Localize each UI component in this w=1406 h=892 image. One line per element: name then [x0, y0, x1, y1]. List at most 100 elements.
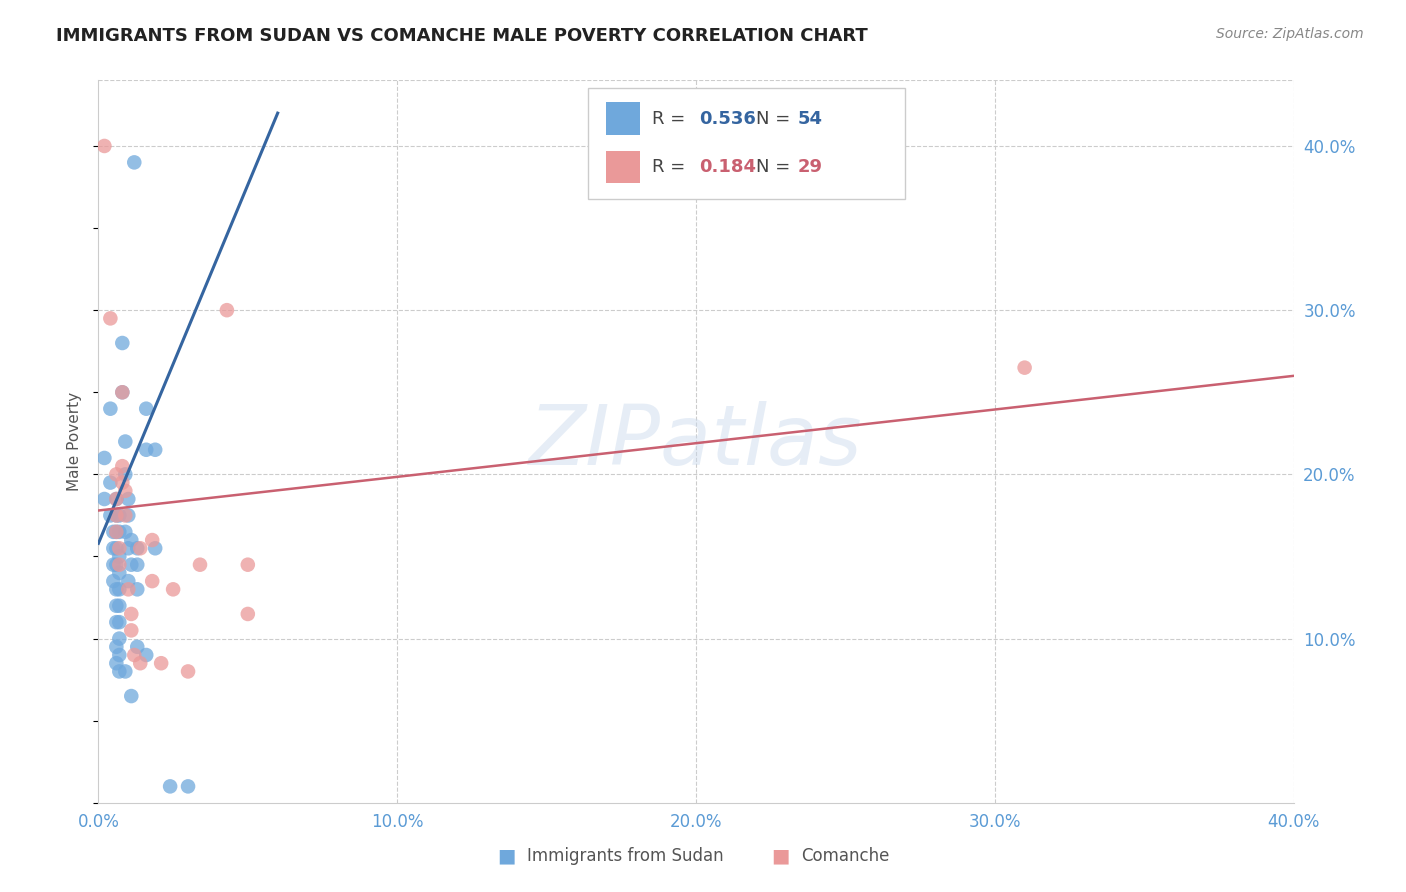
Point: [108, 582, 131, 597]
Point: [108, 566, 131, 580]
Point: [108, 599, 131, 613]
Point: [135, 401, 157, 416]
Point: [114, 483, 136, 498]
Point: [236, 607, 259, 621]
Point: [105, 599, 128, 613]
Point: [108, 541, 131, 556]
Point: [159, 780, 181, 794]
Point: [93, 491, 115, 506]
Text: Immigrants from Sudan: Immigrants from Sudan: [527, 847, 724, 865]
Point: [105, 508, 128, 523]
Point: [108, 665, 131, 679]
Point: [135, 648, 157, 662]
Point: [105, 491, 128, 506]
Point: [117, 508, 139, 523]
FancyBboxPatch shape: [606, 151, 640, 183]
Text: 0.536: 0.536: [700, 110, 756, 128]
Text: N =: N =: [756, 110, 796, 128]
Point: [120, 533, 142, 547]
Point: [105, 467, 128, 482]
Point: [129, 657, 152, 671]
Point: [124, 648, 146, 662]
Point: [117, 582, 139, 597]
Point: [127, 582, 149, 597]
FancyBboxPatch shape: [606, 103, 640, 135]
Point: [111, 385, 134, 400]
FancyBboxPatch shape: [589, 87, 905, 200]
Y-axis label: Male Poverty: Male Poverty: [67, 392, 83, 491]
Text: ■: ■: [770, 847, 790, 866]
Text: 54: 54: [797, 110, 823, 128]
Point: [114, 434, 136, 449]
Text: ZIPatlas: ZIPatlas: [529, 401, 863, 482]
Point: [103, 524, 125, 539]
Point: [120, 558, 142, 572]
Point: [93, 139, 115, 153]
Text: R =: R =: [652, 110, 690, 128]
Point: [117, 574, 139, 588]
Point: [105, 657, 128, 671]
Point: [108, 549, 131, 564]
Point: [114, 665, 136, 679]
Point: [98, 475, 122, 490]
Point: [108, 615, 131, 630]
Point: [124, 155, 146, 169]
Point: [98, 401, 122, 416]
Point: [108, 632, 131, 646]
Point: [135, 442, 157, 457]
Point: [105, 541, 128, 556]
Point: [93, 450, 115, 465]
Text: Source: ZipAtlas.com: Source: ZipAtlas.com: [1216, 27, 1364, 41]
Point: [129, 541, 152, 556]
Point: [215, 303, 238, 318]
Point: [111, 336, 134, 351]
Point: [111, 385, 134, 400]
Point: [105, 508, 128, 523]
Point: [143, 541, 166, 556]
Point: [103, 541, 125, 556]
Point: [117, 491, 139, 506]
Point: [120, 607, 142, 621]
Point: [105, 640, 128, 654]
Text: N =: N =: [756, 158, 796, 176]
Point: [141, 533, 163, 547]
Point: [103, 574, 125, 588]
Point: [103, 558, 125, 572]
Point: [120, 624, 142, 638]
Text: ■: ■: [496, 847, 516, 866]
Point: [117, 541, 139, 556]
Point: [1014, 360, 1036, 375]
Point: [127, 640, 149, 654]
Point: [98, 508, 122, 523]
Point: [114, 508, 136, 523]
Point: [108, 648, 131, 662]
Point: [108, 524, 131, 539]
Text: 29: 29: [797, 158, 823, 176]
Point: [98, 311, 122, 326]
Point: [127, 541, 149, 556]
Point: [188, 558, 211, 572]
Point: [105, 558, 128, 572]
Text: R =: R =: [652, 158, 690, 176]
Point: [111, 459, 134, 474]
Point: [143, 442, 166, 457]
Point: [150, 657, 173, 671]
Point: [105, 524, 128, 539]
Point: [111, 475, 134, 490]
Text: Comanche: Comanche: [801, 847, 890, 865]
Point: [105, 524, 128, 539]
Point: [120, 689, 142, 703]
Text: IMMIGRANTS FROM SUDAN VS COMANCHE MALE POVERTY CORRELATION CHART: IMMIGRANTS FROM SUDAN VS COMANCHE MALE P…: [56, 27, 868, 45]
Point: [177, 780, 200, 794]
Point: [105, 615, 128, 630]
Point: [236, 558, 259, 572]
Point: [114, 467, 136, 482]
Point: [177, 665, 200, 679]
Point: [114, 524, 136, 539]
Point: [141, 574, 163, 588]
Point: [105, 491, 128, 506]
Point: [105, 582, 128, 597]
Point: [127, 558, 149, 572]
Text: 0.184: 0.184: [700, 158, 756, 176]
Point: [162, 582, 184, 597]
